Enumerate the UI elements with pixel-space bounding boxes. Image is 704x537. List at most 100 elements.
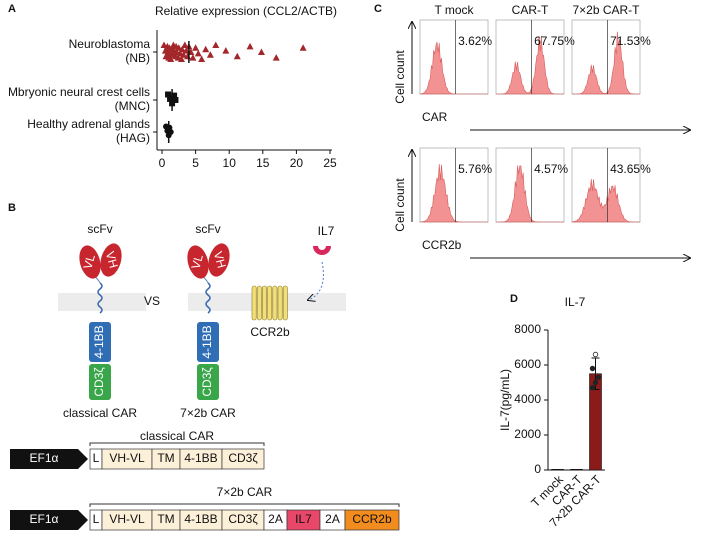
bar bbox=[570, 468, 583, 471]
point bbox=[172, 97, 179, 103]
vl-domain bbox=[187, 245, 209, 279]
bracket bbox=[89, 442, 265, 446]
chart-title: IL-7 bbox=[565, 295, 586, 309]
point bbox=[589, 365, 596, 372]
scfv-label: scFv bbox=[87, 222, 112, 236]
y-tick-label: 4000 bbox=[514, 392, 541, 406]
category-label: (MNC) bbox=[115, 99, 150, 113]
part-label: 2A bbox=[325, 512, 340, 526]
histogram bbox=[419, 41, 488, 95]
promoter-label: EF1α bbox=[30, 451, 59, 465]
part-label: CD3ζ bbox=[228, 512, 258, 526]
panel-label: D bbox=[510, 293, 518, 305]
percent-label: 5.76% bbox=[458, 162, 492, 176]
construct-name: classical CAR bbox=[140, 429, 214, 443]
chart-title: Relative expression (CCL2/ACTB) bbox=[155, 4, 337, 18]
vl-label: VL bbox=[189, 253, 206, 271]
x-tick-label: 25 bbox=[323, 156, 337, 170]
histogram bbox=[571, 31, 641, 95]
ccr2b-label: CCR2b bbox=[250, 325, 290, 339]
point bbox=[181, 41, 189, 48]
tm-helix bbox=[282, 285, 288, 321]
point bbox=[167, 95, 174, 102]
point bbox=[171, 92, 178, 99]
x-label: CAR bbox=[422, 110, 448, 124]
costim-domain bbox=[197, 322, 219, 362]
costim-label: 4-1BB bbox=[92, 325, 106, 358]
promoter bbox=[10, 449, 88, 469]
point bbox=[592, 351, 599, 358]
x-tick-label: 0 bbox=[159, 156, 166, 170]
tm-helix bbox=[277, 285, 283, 321]
tm-helix bbox=[267, 285, 273, 321]
flow-frame bbox=[495, 19, 565, 95]
point bbox=[272, 54, 280, 61]
x-tick-label: 5 bbox=[192, 156, 199, 170]
category-label: Healthy adrenal glands bbox=[27, 117, 150, 131]
point bbox=[180, 51, 188, 58]
flow-frame bbox=[495, 147, 565, 223]
cd3-label: CD3ζ bbox=[92, 367, 106, 397]
column-title: 7×2b CAR-T bbox=[572, 3, 640, 17]
construct-name: 7×2b CAR bbox=[217, 485, 273, 499]
promoter-label: EF1α bbox=[30, 512, 59, 526]
point bbox=[177, 55, 185, 62]
point bbox=[165, 91, 172, 98]
flow-frame bbox=[571, 19, 641, 95]
part-label: TM bbox=[157, 512, 174, 526]
point bbox=[194, 49, 202, 57]
point bbox=[257, 48, 265, 55]
histogram bbox=[495, 35, 564, 95]
vl-label: VL bbox=[81, 253, 98, 271]
point bbox=[178, 45, 186, 53]
y-tick-label: 2000 bbox=[514, 427, 541, 441]
category-label: (HAG) bbox=[116, 131, 150, 145]
construct-part bbox=[344, 509, 400, 531]
part-label: 4-1BB bbox=[184, 451, 217, 465]
y-label: Cell count bbox=[393, 178, 407, 232]
il7-label: IL7 bbox=[318, 224, 335, 238]
point bbox=[233, 52, 241, 60]
histogram bbox=[419, 163, 488, 223]
percent-label: 4.57% bbox=[534, 162, 568, 176]
y-tick-label: 0 bbox=[534, 462, 541, 476]
x-tick-label: 10 bbox=[223, 156, 237, 170]
point bbox=[595, 374, 602, 380]
tm-helix bbox=[272, 285, 278, 321]
tm-helix bbox=[251, 285, 257, 321]
point bbox=[589, 385, 596, 391]
percent-label: 3.62% bbox=[458, 34, 492, 48]
percent-label: 43.65% bbox=[610, 162, 651, 176]
point bbox=[189, 54, 197, 61]
part-label: 4-1BB bbox=[184, 512, 217, 526]
point bbox=[198, 55, 206, 62]
point bbox=[299, 44, 307, 51]
part-label: TM bbox=[157, 451, 174, 465]
percent-label: 71.53% bbox=[610, 34, 651, 48]
point bbox=[182, 47, 190, 54]
bracket bbox=[89, 503, 400, 507]
y-label: IL-7(pg/mL) bbox=[498, 369, 512, 431]
part-label: CD3ζ bbox=[228, 451, 258, 465]
panel-label: B bbox=[8, 202, 16, 214]
point bbox=[246, 42, 254, 50]
vl-domain bbox=[79, 245, 101, 279]
part-label: L bbox=[93, 512, 100, 526]
cd3-domain bbox=[197, 364, 219, 400]
part-label: VH-VL bbox=[109, 451, 145, 465]
x-tick-label: 15 bbox=[256, 156, 270, 170]
membrane bbox=[188, 293, 346, 311]
part-label: VH-VL bbox=[109, 512, 145, 526]
x-tick-label: 20 bbox=[290, 156, 304, 170]
category-label: Neuroblastoma bbox=[69, 37, 151, 51]
car-name: classical CAR bbox=[63, 406, 137, 420]
panel-label: A bbox=[8, 3, 16, 15]
vh-domain bbox=[100, 243, 122, 277]
costim-domain bbox=[89, 322, 111, 362]
point bbox=[212, 41, 220, 48]
scfv-label: scFv bbox=[195, 222, 220, 236]
construct-part bbox=[221, 448, 265, 470]
il7-arrow bbox=[308, 261, 324, 300]
part-label: CCR2b bbox=[352, 512, 392, 526]
